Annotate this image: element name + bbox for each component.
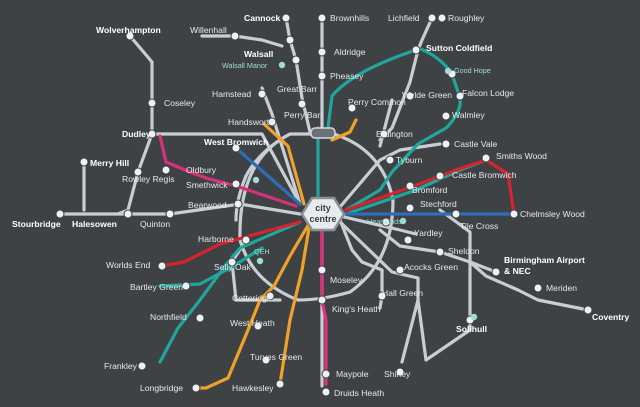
teal-line-sutton	[326, 46, 462, 212]
stop-label[interactable]: Coseley	[164, 98, 196, 108]
stop-label[interactable]: Harborne	[198, 234, 234, 244]
stop-label[interactable]: Druids Heath	[334, 388, 384, 398]
stop-label[interactable]: Pheasey	[330, 71, 364, 81]
stop-label[interactable]: Bartley Green	[130, 282, 183, 292]
stop-label[interactable]: Meriden	[546, 283, 577, 293]
orange-line-north-b	[330, 118, 358, 142]
stop-label[interactable]: Stechford	[420, 199, 457, 209]
stop-label[interactable]: Longbridge	[140, 383, 183, 393]
magenta-line	[320, 220, 328, 386]
stop-label[interactable]: Coventry	[592, 312, 629, 322]
stop-label[interactable]: Rowley Regis	[122, 174, 175, 184]
stop-label[interactable]: Handsworth	[228, 117, 274, 127]
stop-label[interactable]: Perry Barr	[284, 110, 323, 120]
orange-line-south-b	[278, 220, 312, 386]
hub-hexagon	[300, 196, 346, 232]
stop-label[interactable]: Erdington	[376, 129, 413, 139]
stop-label[interactable]: Smethwick	[186, 180, 228, 190]
stop-label[interactable]: Tyburn	[396, 155, 422, 165]
stop-label[interactable]: Solihull	[456, 324, 487, 334]
stop-label[interactable]: Northfield	[150, 312, 187, 322]
stop-label[interactable]: Oldbury	[186, 165, 217, 175]
coloured-lines	[158, 46, 516, 390]
stop-label[interactable]: & NEC	[504, 266, 531, 276]
stop-label[interactable]: Castle Bromwich	[452, 170, 517, 180]
stop-label[interactable]: Turves Green	[250, 352, 302, 362]
teal-line-bartley	[158, 246, 264, 288]
stop-label[interactable]: Roughley	[448, 13, 485, 23]
stop-label[interactable]: Sheldon	[448, 246, 480, 256]
stop-label[interactable]: Sutton Coldfield	[426, 43, 492, 53]
station-dots	[55, 13, 593, 397]
stop-label[interactable]: Moseley	[330, 275, 363, 285]
stop-label[interactable]: Dudley	[122, 129, 151, 139]
stop-label[interactable]: Wolverhampton	[96, 25, 161, 35]
stop-label[interactable]: Shirley	[384, 369, 411, 379]
stop-label[interactable]: Birmingham Airport	[504, 255, 585, 265]
stop-label[interactable]: Willenhall	[190, 25, 227, 35]
stop-label[interactable]: Hall Green	[382, 288, 423, 298]
stop-label[interactable]: Brownhills	[330, 13, 369, 23]
hospital-label[interactable]: Good Hope	[454, 66, 491, 75]
stop-label[interactable]: Walsall	[244, 49, 273, 59]
stop-label[interactable]: Acocks Green	[404, 262, 458, 272]
city-centre-hub[interactable]: city centre	[300, 196, 346, 232]
hospital-icon	[252, 176, 260, 184]
hospital-icon	[444, 67, 452, 75]
stop-label[interactable]: Perry Common	[348, 97, 406, 107]
stop-label[interactable]: Castle Vale	[454, 139, 498, 149]
hospital-label[interactable]: QEH	[254, 247, 270, 256]
orange-line-south	[196, 220, 312, 390]
stop-label[interactable]: Hawkesley	[232, 383, 274, 393]
hub-label-line-2: centre	[309, 214, 336, 224]
stop-label[interactable]: Yardley	[414, 228, 443, 238]
stop-label[interactable]: Stourbridge	[12, 219, 61, 229]
stop-label[interactable]: Hamstead	[212, 89, 251, 99]
stop-label[interactable]: Chelmsley Wood	[520, 209, 585, 219]
red-line-east	[344, 158, 516, 216]
red-line-west	[160, 220, 302, 268]
hospital-icon	[278, 61, 286, 69]
blue-line-west	[234, 146, 302, 206]
perry-barr-interchange	[310, 127, 336, 139]
pink-line	[158, 134, 298, 208]
stop-label[interactable]: Maypole	[336, 369, 369, 379]
stop-label[interactable]: Halesowen	[72, 219, 117, 229]
stop-label[interactable]: Cannock	[244, 13, 281, 23]
stop-label[interactable]: Frankley	[104, 361, 138, 371]
stop-label[interactable]: Walmley	[452, 110, 485, 120]
stop-label[interactable]: King's Heath	[332, 304, 381, 314]
teal-line-northfield	[158, 220, 302, 364]
stop-label[interactable]: Quinton	[140, 219, 170, 229]
stop-label[interactable]: Bromford	[412, 185, 448, 195]
stop-label[interactable]: West Heath	[230, 318, 275, 328]
stop-label[interactable]: Bearwood	[188, 200, 227, 210]
orange-line-north	[262, 122, 306, 206]
station-labels: Cannock Brownhills Lichfield Roughley Wo…	[12, 13, 629, 398]
hub-label-line-1: city	[315, 203, 331, 213]
stop-label[interactable]: Falcon Lodge	[462, 88, 514, 98]
stop-label[interactable]: West Bromwich	[204, 137, 268, 147]
stop-label[interactable]: Wylde Green	[402, 90, 452, 100]
stop-label[interactable]: Lichfield	[388, 13, 420, 23]
hospital-label[interactable]: Heartlands	[367, 217, 402, 226]
stop-label[interactable]: Tile Cross	[460, 221, 498, 231]
hospital-icon	[256, 257, 264, 265]
stop-label[interactable]: Smiths Wood	[496, 151, 547, 161]
hospital-icon	[470, 313, 478, 321]
stop-label[interactable]: Cotteridge	[232, 293, 272, 303]
hospital-markers	[252, 61, 478, 321]
stop-label[interactable]: Aldridge	[334, 47, 366, 57]
hospital-label[interactable]: Walsall Manor	[222, 61, 268, 70]
stop-label[interactable]: Great Barr	[277, 84, 317, 94]
stop-label[interactable]: Merry Hill	[90, 158, 129, 168]
stop-label[interactable]: Selly Oak	[214, 262, 251, 272]
hospital-icon	[399, 217, 407, 225]
stop-label[interactable]: Worlds End	[106, 260, 150, 270]
